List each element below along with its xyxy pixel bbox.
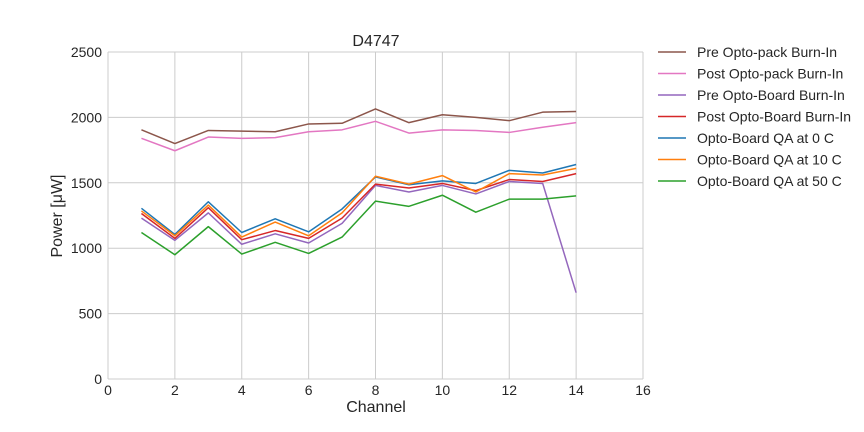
legend: Pre Opto-pack Burn-In Post Opto-pack Burn…	[658, 44, 851, 189]
y-tick-label: 500	[79, 306, 103, 322]
series-layer	[140, 108, 577, 293]
legend-item: Post Opto-Board Burn-In	[658, 109, 851, 125]
legend-item: Pre Opto-Board Burn-In	[658, 87, 845, 103]
x-tick-label: 16	[635, 382, 651, 398]
grid	[107, 51, 644, 380]
legend-item: Post Opto-pack Burn-In	[658, 66, 843, 82]
x-tick-label: 0	[104, 382, 112, 398]
legend-label: Opto-Board QA at 10 C	[697, 152, 842, 168]
y-tick-label: 2000	[71, 109, 102, 125]
series-line-4	[140, 172, 577, 241]
legend-item: Opto-Board QA at 0 C	[658, 130, 834, 146]
legend-item: Opto-Board QA at 50 C	[658, 173, 842, 189]
y-tick-label: 1000	[71, 240, 102, 256]
x-tick-label: 2	[171, 382, 179, 398]
x-axis-label: Channel	[346, 399, 406, 416]
legend-item: Pre Opto-pack Burn-In	[658, 44, 837, 60]
legend-label: Post Opto-pack Burn-In	[697, 66, 843, 82]
y-ticks: 0 500 1000 1500 2000 2500	[71, 44, 102, 387]
series-line-7	[141, 194, 577, 256]
series-line-2	[141, 120, 577, 152]
legend-label: Opto-Board QA at 0 C	[697, 130, 834, 146]
x-ticks: 0 2 4 6 8 10 12 14 16	[104, 382, 651, 398]
legend-label: Post Opto-Board Burn-In	[697, 109, 851, 125]
series-line-5	[140, 163, 577, 236]
x-tick-label: 4	[238, 382, 246, 398]
x-tick-label: 10	[435, 382, 451, 398]
x-tick-label: 6	[305, 382, 313, 398]
y-tick-label: 0	[94, 371, 102, 387]
x-tick-label: 8	[372, 382, 380, 398]
legend-label: Pre Opto-pack Burn-In	[697, 44, 837, 60]
y-axis-label: Power [μW]	[49, 174, 66, 257]
series-line-3	[141, 180, 577, 293]
x-tick-label: 14	[568, 382, 584, 398]
legend-label: Opto-Board QA at 50 C	[697, 173, 842, 189]
y-tick-label: 1500	[71, 175, 102, 191]
series-line-6	[140, 167, 577, 238]
legend-item: Opto-Board QA at 10 C	[658, 152, 842, 168]
y-tick-label: 2500	[71, 44, 102, 60]
legend-label: Pre Opto-Board Burn-In	[697, 87, 845, 103]
series-line-1	[141, 108, 577, 145]
chart-title: D4747	[352, 33, 399, 50]
x-tick-label: 12	[501, 382, 517, 398]
